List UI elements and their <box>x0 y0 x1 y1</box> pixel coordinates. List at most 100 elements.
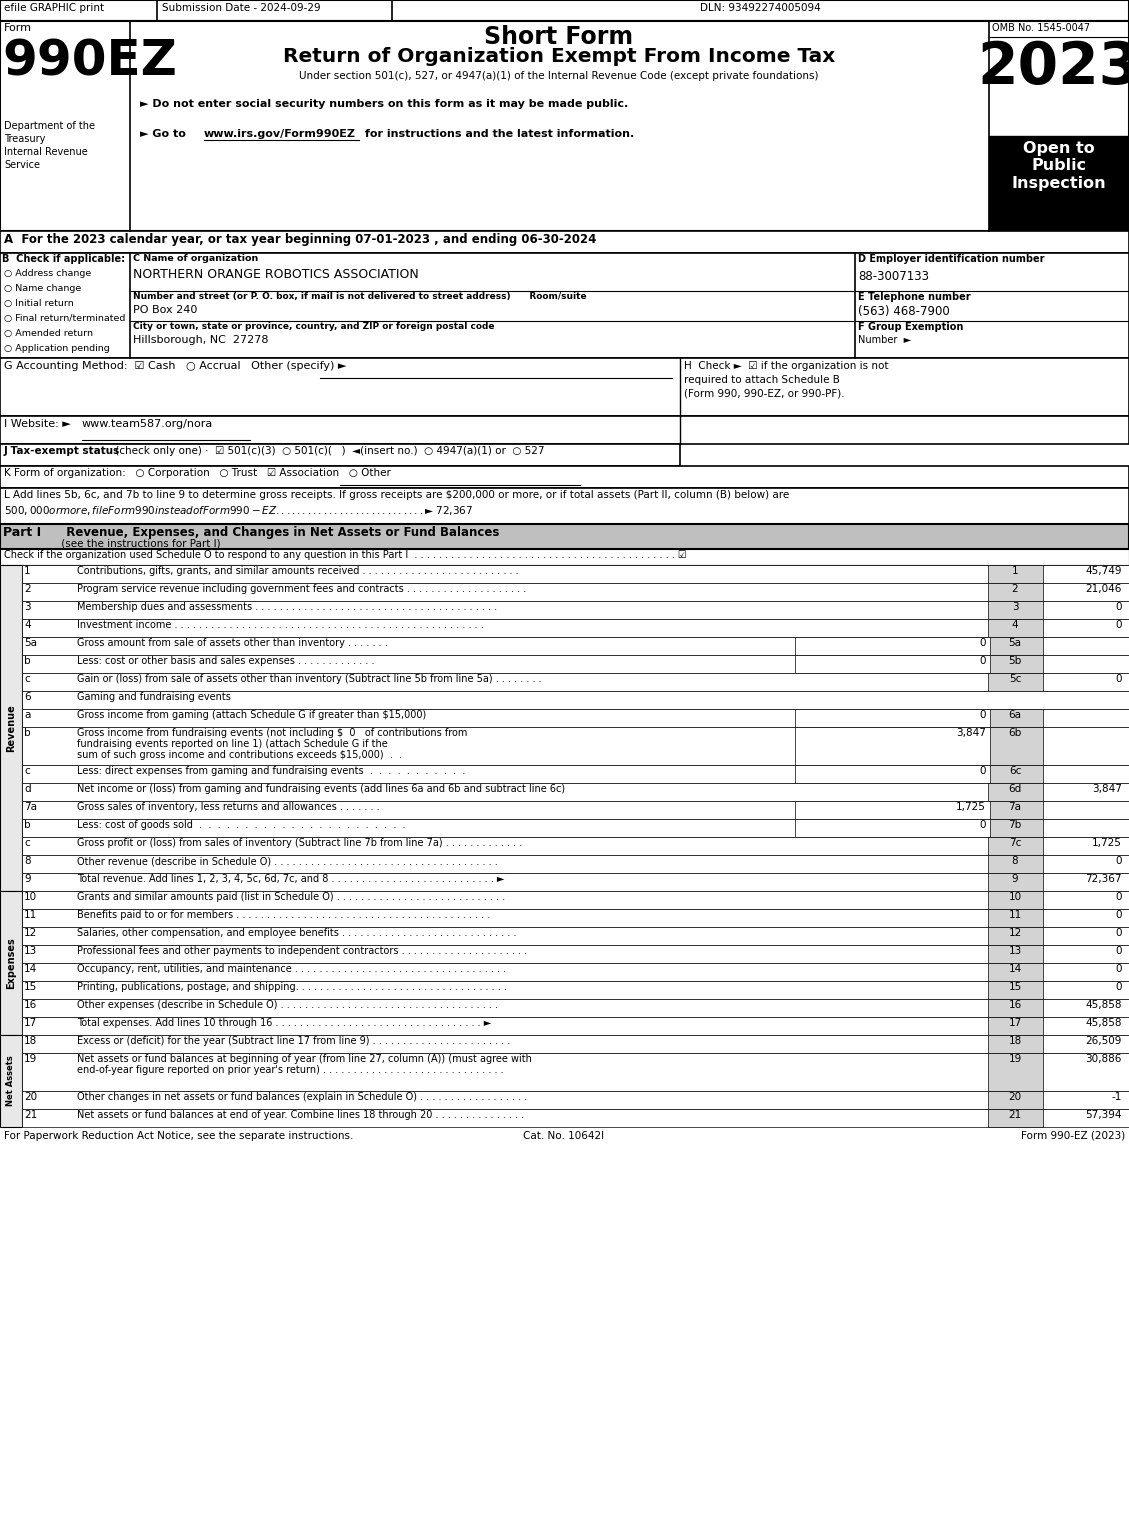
Text: Form 990-EZ (2023): Form 990-EZ (2023) <box>1021 1132 1124 1141</box>
Bar <box>21 927 1129 946</box>
Text: Return of Organization Exempt From Income Tax: Return of Organization Exempt From Incom… <box>283 47 835 66</box>
Text: Number and street (or P. O. box, if mail is not delivered to street address)    : Number and street (or P. O. box, if mail… <box>133 291 587 300</box>
Text: 1,725: 1,725 <box>1092 839 1122 848</box>
Text: Membership dues and assessments . . . . . . . . . . . . . . . . . . . . . . . . : Membership dues and assessments . . . . … <box>77 602 497 612</box>
Bar <box>795 637 990 656</box>
Text: 21,046: 21,046 <box>1086 584 1122 595</box>
Text: 0: 0 <box>980 766 986 776</box>
Text: 19: 19 <box>1008 1054 1022 1064</box>
Bar <box>21 999 1129 1017</box>
Bar <box>988 891 1043 909</box>
Bar <box>21 1035 1129 1052</box>
Bar <box>988 673 1043 691</box>
Text: Excess or (deficit) for the year (Subtract line 17 from line 9) . . . . . . . . : Excess or (deficit) for the year (Subtra… <box>77 1035 510 1046</box>
Bar <box>21 782 1129 801</box>
Bar <box>989 136 1129 230</box>
Text: 13: 13 <box>1008 946 1022 956</box>
Text: 21: 21 <box>1008 1110 1022 1119</box>
Text: Contributions, gifts, grants, and similar amounts received . . . . . . . . . . .: Contributions, gifts, grants, and simila… <box>77 566 518 576</box>
Text: 45,858: 45,858 <box>1085 1000 1122 1010</box>
Bar <box>21 709 1129 727</box>
Bar <box>988 709 1043 727</box>
Text: 5a: 5a <box>24 637 37 648</box>
Text: fundraising events reported on line 1) (attach Schedule G if the: fundraising events reported on line 1) (… <box>77 740 387 749</box>
Bar <box>795 819 990 837</box>
Bar <box>988 1052 1043 1090</box>
Text: Investment income . . . . . . . . . . . . . . . . . . . . . . . . . . . . . . . : Investment income . . . . . . . . . . . … <box>77 621 483 630</box>
Text: 72,367: 72,367 <box>1085 874 1122 884</box>
Text: 3,847: 3,847 <box>1092 784 1122 795</box>
Text: 1: 1 <box>1012 566 1018 576</box>
Text: L Add lines 5b, 6c, and 7b to line 9 to determine gross receipts. If gross recei: L Add lines 5b, 6c, and 7b to line 9 to … <box>5 490 789 500</box>
Bar <box>988 801 1043 819</box>
Bar <box>795 709 990 727</box>
Text: $500,000 or more, file Form 990 instead of Form 990-EZ . . . . . . . . . . . . .: $500,000 or more, file Form 990 instead … <box>5 503 473 517</box>
Text: 5a: 5a <box>1008 637 1022 648</box>
Text: 10: 10 <box>1008 892 1022 901</box>
Bar <box>988 619 1043 637</box>
Text: Service: Service <box>5 160 40 169</box>
Bar <box>988 583 1043 601</box>
Text: 7b: 7b <box>1008 820 1022 830</box>
Text: 11: 11 <box>1008 910 1022 920</box>
Bar <box>0 549 1129 564</box>
Bar <box>988 1017 1043 1035</box>
Text: 6: 6 <box>24 692 30 702</box>
Text: Expenses: Expenses <box>6 938 16 988</box>
Bar <box>21 1017 1129 1035</box>
Text: Occupancy, rent, utilities, and maintenance . . . . . . . . . . . . . . . . . . : Occupancy, rent, utilities, and maintena… <box>77 964 506 974</box>
Bar <box>0 891 21 1035</box>
Bar <box>795 766 990 782</box>
Text: Submission Date - 2024-09-29: Submission Date - 2024-09-29 <box>161 3 321 14</box>
Bar <box>21 981 1129 999</box>
Bar <box>988 946 1043 962</box>
Text: Printing, publications, postage, and shipping. . . . . . . . . . . . . . . . . .: Printing, publications, postage, and shi… <box>77 982 507 991</box>
Bar <box>21 1052 1129 1090</box>
Text: 6b: 6b <box>1008 727 1022 738</box>
Text: Treasury: Treasury <box>5 134 45 143</box>
Bar <box>988 927 1043 946</box>
Text: H  Check ►  ☑ if the organization is not: H Check ► ☑ if the organization is not <box>684 361 889 371</box>
Bar <box>988 782 1043 801</box>
Bar <box>795 727 990 766</box>
Text: 5c: 5c <box>1009 674 1022 685</box>
Bar <box>988 766 1043 782</box>
Bar <box>988 564 1043 583</box>
Bar <box>21 962 1129 981</box>
Text: Part I: Part I <box>3 526 41 538</box>
Text: Less: direct expenses from gaming and fundraising events  .  .  .  .  .  .  .  .: Less: direct expenses from gaming and fu… <box>77 766 465 776</box>
Text: 8: 8 <box>24 856 30 866</box>
Text: 16: 16 <box>1008 1000 1022 1010</box>
Text: 6a: 6a <box>1008 711 1022 720</box>
Text: ► Do not enter social security numbers on this form as it may be made public.: ► Do not enter social security numbers o… <box>140 99 628 108</box>
Text: 9: 9 <box>1012 874 1018 884</box>
Text: Gross sales of inventory, less returns and allowances . . . . . . .: Gross sales of inventory, less returns a… <box>77 802 379 811</box>
Bar <box>21 656 1129 673</box>
Text: 0: 0 <box>1115 982 1122 991</box>
Text: www.team587.org/nora: www.team587.org/nora <box>82 419 213 429</box>
Text: DLN: 93492274005094: DLN: 93492274005094 <box>700 3 821 14</box>
Text: 45,858: 45,858 <box>1085 1019 1122 1028</box>
Bar <box>21 1109 1129 1127</box>
Text: 4: 4 <box>24 621 30 630</box>
Text: 7a: 7a <box>24 802 37 811</box>
Text: 8: 8 <box>1012 856 1018 866</box>
Bar <box>988 656 1043 673</box>
Bar <box>21 583 1129 601</box>
Bar <box>988 872 1043 891</box>
Text: OMB No. 1545-0047: OMB No. 1545-0047 <box>992 23 1091 34</box>
Text: J Tax-exempt status: J Tax-exempt status <box>5 445 121 456</box>
Text: 0: 0 <box>1115 910 1122 920</box>
Bar <box>21 727 1129 766</box>
Text: 990EZ: 990EZ <box>2 37 177 85</box>
Text: NORTHERN ORANGE ROBOTICS ASSOCIATION: NORTHERN ORANGE ROBOTICS ASSOCIATION <box>133 268 419 281</box>
Text: ► Go to: ► Go to <box>140 130 190 139</box>
Text: 88-3007133: 88-3007133 <box>858 270 929 284</box>
Text: 15: 15 <box>24 982 37 991</box>
Bar <box>988 601 1043 619</box>
Text: end-of-year figure reported on prior year's return) . . . . . . . . . . . . . . : end-of-year figure reported on prior yea… <box>77 1064 504 1075</box>
Text: Gross income from fundraising events (not including $  0   of contributions from: Gross income from fundraising events (no… <box>77 727 467 738</box>
Text: b: b <box>24 820 30 830</box>
Bar <box>988 981 1043 999</box>
Bar <box>0 416 1129 444</box>
